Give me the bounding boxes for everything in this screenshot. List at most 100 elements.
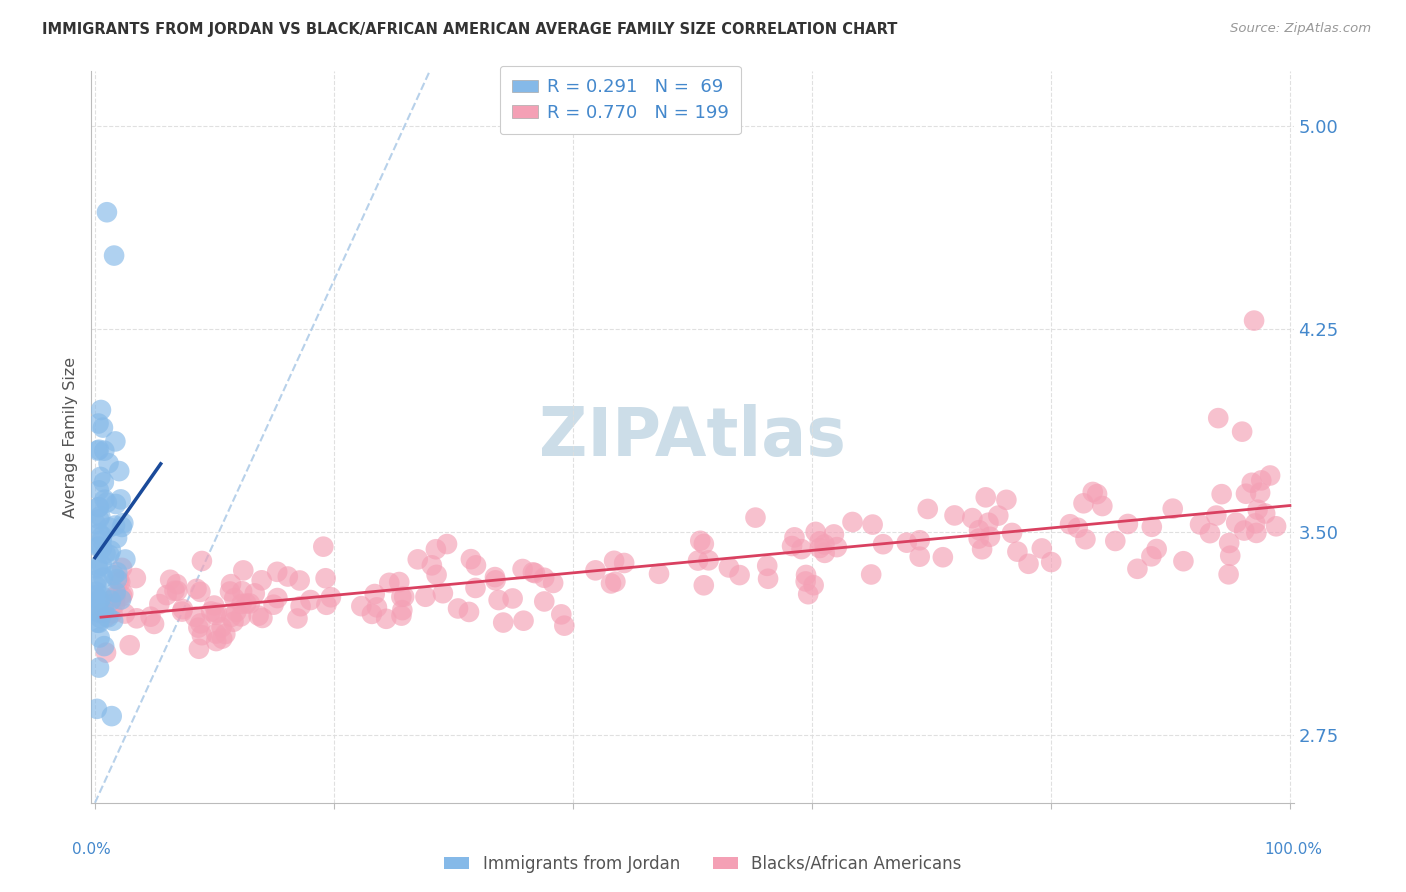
Point — [862, 517, 884, 532]
Point — [415, 590, 437, 604]
Point — [191, 628, 214, 642]
Point — [211, 632, 233, 646]
Point — [86, 615, 108, 630]
Text: 100.0%: 100.0% — [1264, 842, 1323, 856]
Point — [364, 587, 387, 601]
Point — [98, 520, 121, 534]
Point — [125, 571, 148, 585]
Point — [744, 510, 766, 524]
Point — [222, 615, 245, 629]
Point — [288, 574, 311, 588]
Point — [190, 616, 212, 631]
Point — [91, 606, 114, 620]
Point — [1073, 496, 1095, 510]
Point — [1007, 544, 1029, 558]
Point — [232, 563, 254, 577]
Legend: R = 0.291   N =  69, R = 0.770   N = 199: R = 0.291 N = 69, R = 0.770 N = 199 — [499, 66, 741, 135]
Point — [728, 568, 751, 582]
Point — [780, 539, 803, 553]
Point — [98, 548, 121, 562]
Point — [803, 578, 825, 592]
Point — [87, 512, 110, 526]
Point — [458, 605, 481, 619]
Point — [436, 537, 458, 551]
Point — [229, 609, 252, 624]
Point — [967, 523, 990, 537]
Point — [406, 552, 429, 566]
Point — [290, 599, 312, 614]
Point — [110, 575, 132, 590]
Point — [794, 568, 817, 582]
Point — [89, 470, 111, 484]
Text: Source: ZipAtlas.com: Source: ZipAtlas.com — [1230, 22, 1371, 36]
Point — [219, 610, 242, 624]
Point — [813, 537, 835, 551]
Point — [104, 585, 127, 599]
Point — [89, 509, 111, 524]
Point — [825, 540, 848, 554]
Point — [1161, 501, 1184, 516]
Point — [756, 572, 779, 586]
Point — [239, 597, 262, 611]
Point — [783, 530, 806, 544]
Point — [1140, 520, 1163, 534]
Point — [87, 605, 110, 619]
Point — [841, 515, 863, 529]
Point — [250, 574, 273, 588]
Text: IMMIGRANTS FROM JORDAN VS BLACK/AFRICAN AMERICAN AVERAGE FAMILY SIZE CORRELATION: IMMIGRANTS FROM JORDAN VS BLACK/AFRICAN … — [42, 22, 897, 37]
Point — [125, 611, 148, 625]
Point — [108, 464, 131, 478]
Point — [1240, 475, 1263, 490]
Point — [93, 639, 115, 653]
Point — [93, 475, 115, 490]
Point — [143, 616, 166, 631]
Point — [205, 626, 228, 640]
Point — [432, 586, 454, 600]
Point — [235, 597, 257, 611]
Point — [211, 620, 233, 634]
Point — [114, 552, 136, 566]
Point — [93, 492, 115, 507]
Point — [205, 606, 228, 620]
Point — [1081, 485, 1104, 500]
Point — [553, 618, 575, 632]
Point — [1225, 516, 1247, 530]
Point — [97, 610, 120, 624]
Point — [91, 570, 114, 584]
Point — [93, 604, 115, 618]
Point — [89, 593, 111, 607]
Point — [87, 559, 110, 574]
Point — [932, 550, 955, 565]
Point — [512, 562, 534, 576]
Point — [84, 600, 107, 615]
Point — [159, 573, 181, 587]
Point — [87, 442, 110, 457]
Point — [917, 502, 939, 516]
Point — [1040, 555, 1063, 569]
Point — [1031, 541, 1053, 556]
Point — [605, 574, 627, 589]
Point — [1219, 549, 1241, 563]
Point — [225, 605, 247, 619]
Point — [315, 571, 337, 585]
Point — [1018, 557, 1040, 571]
Point — [350, 599, 373, 614]
Point — [90, 533, 112, 548]
Point — [522, 566, 544, 580]
Point — [360, 607, 382, 621]
Point — [104, 597, 127, 611]
Point — [87, 500, 110, 515]
Point — [1258, 468, 1281, 483]
Point — [648, 566, 671, 581]
Point — [205, 634, 228, 648]
Point — [263, 598, 285, 612]
Point — [86, 561, 108, 575]
Point — [1140, 549, 1163, 564]
Point — [87, 500, 110, 514]
Point — [89, 611, 111, 625]
Point — [484, 570, 506, 584]
Point — [603, 554, 626, 568]
Point — [908, 533, 931, 548]
Point — [101, 606, 124, 620]
Point — [550, 607, 572, 622]
